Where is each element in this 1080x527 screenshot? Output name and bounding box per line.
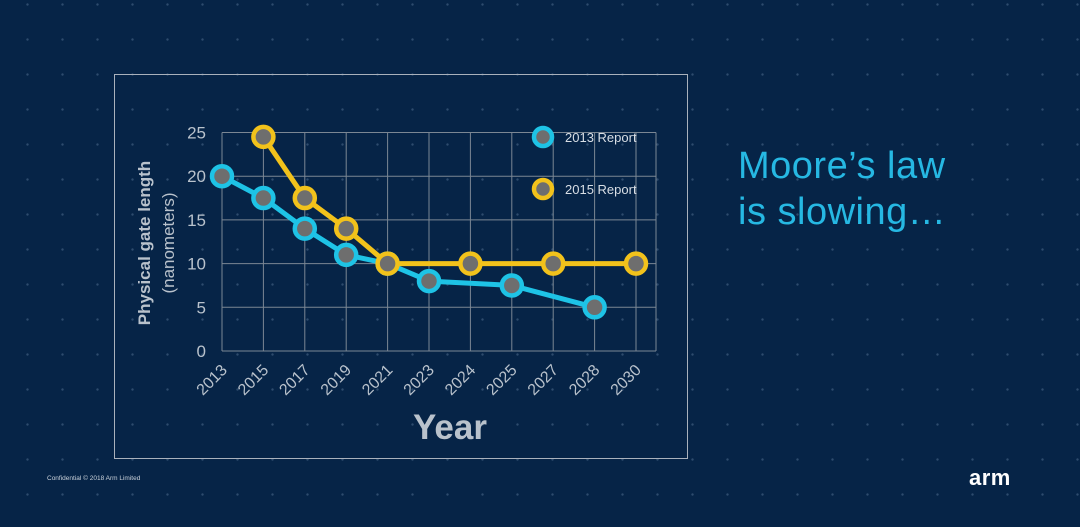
x-tick-label: 2030 (608, 362, 645, 399)
data-point (458, 251, 483, 276)
y-tick-label: 15 (187, 211, 206, 230)
x-tick-label: 2015 (235, 362, 272, 399)
data-point (333, 242, 359, 268)
y-axis-sublabel: (nanometers) (159, 192, 178, 293)
arm-logo: arm (969, 465, 1011, 490)
chart-frame (114, 74, 688, 459)
series-line (260, 134, 639, 267)
y-tick-label: 0 (197, 342, 206, 361)
x-tick-label: 2027 (525, 362, 562, 399)
chart-legend: 2013 Report 2015 Report (531, 125, 637, 201)
y-axis-label: Physical gate length (135, 161, 154, 325)
chart-gridlines (221, 132, 657, 352)
y-tick-label: 20 (187, 167, 206, 186)
y-tick-label: 5 (197, 298, 206, 317)
legend-label: 2013 Report (565, 130, 637, 145)
data-point (292, 216, 318, 241)
x-tick-label: 2024 (442, 362, 479, 399)
data-point (499, 273, 525, 298)
legend-marker (531, 177, 555, 201)
data-point (251, 124, 276, 150)
headline-line-1: Moore’s law (738, 145, 946, 187)
x-tick-label: 2028 (566, 362, 603, 399)
headline-line-2: is slowing… (738, 191, 947, 233)
x-tick-label: 2019 (318, 362, 355, 399)
x-tick-label: 2023 (401, 362, 438, 399)
data-point (582, 295, 607, 320)
data-point (623, 251, 649, 276)
slide-headline: Moore’s law is slowing… (738, 143, 1068, 235)
y-tick-label: 10 (187, 255, 206, 274)
legend-marker (531, 125, 555, 149)
x-tick-label: 2013 (194, 362, 231, 399)
x-tick-label: 2025 (483, 362, 520, 399)
chart-series (209, 124, 649, 320)
x-tick-label: 2021 (359, 362, 396, 399)
data-point (333, 216, 359, 241)
legend-label: 2015 Report (565, 182, 637, 197)
y-tick-label: 25 (187, 124, 206, 143)
x-tick-label: 2017 (276, 362, 313, 399)
data-point (292, 185, 318, 211)
confidential-footer: Confidential © 2018 Arm Limited (47, 475, 141, 482)
data-point (540, 251, 566, 276)
x-axis-label: Year (413, 408, 487, 447)
data-point (209, 163, 235, 189)
data-point (375, 251, 400, 276)
data-point (251, 185, 276, 211)
data-point (416, 268, 442, 294)
